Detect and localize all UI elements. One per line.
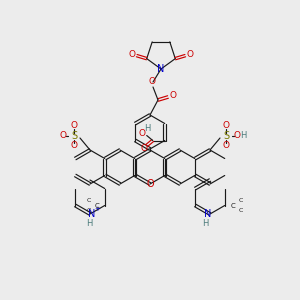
Text: C: C <box>86 208 91 213</box>
Text: C: C <box>94 202 99 208</box>
Text: O: O <box>233 131 241 140</box>
Text: N: N <box>204 209 212 219</box>
Text: O: O <box>70 142 77 151</box>
Text: N: N <box>157 64 165 74</box>
Text: O: O <box>187 50 194 59</box>
Text: O: O <box>148 76 155 85</box>
Text: O: O <box>223 142 230 151</box>
Text: +: + <box>94 206 100 212</box>
Text: N: N <box>88 209 96 219</box>
Text: C: C <box>238 208 243 213</box>
Text: O: O <box>138 129 145 138</box>
Text: O: O <box>128 50 135 59</box>
Text: O: O <box>169 92 176 100</box>
Text: H: H <box>86 218 92 227</box>
Text: H: H <box>202 218 208 227</box>
Text: S: S <box>71 131 77 141</box>
Text: O: O <box>59 131 67 140</box>
Text: C: C <box>86 198 91 203</box>
Text: O: O <box>140 144 147 153</box>
Text: C: C <box>230 202 235 208</box>
Text: S: S <box>223 131 229 141</box>
Text: H: H <box>145 124 151 133</box>
Text: H: H <box>240 131 246 140</box>
Text: O: O <box>70 122 77 130</box>
Text: C: C <box>238 198 243 203</box>
Text: O: O <box>223 122 230 130</box>
Text: O: O <box>146 179 154 189</box>
